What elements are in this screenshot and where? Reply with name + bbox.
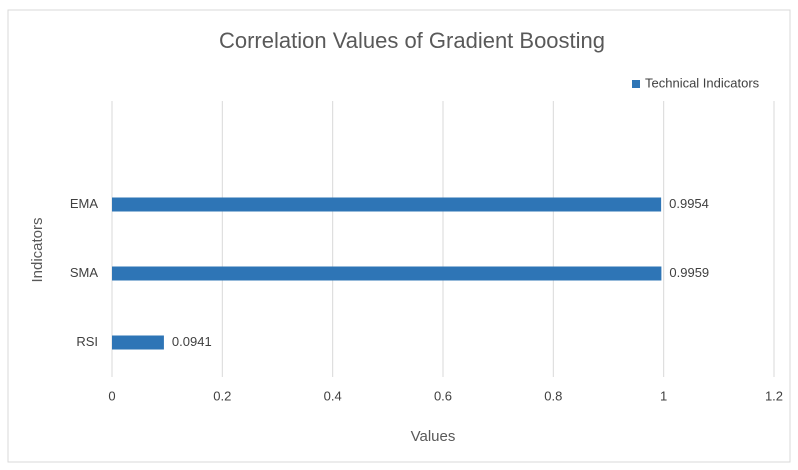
x-tick-label: 1: [660, 388, 667, 403]
data-label: 0.9954: [669, 196, 709, 211]
bar: [112, 197, 662, 212]
y-tick-label: SMA: [70, 265, 99, 280]
bar: [112, 266, 662, 281]
x-tick-label: 0.8: [544, 388, 562, 403]
x-tick-label: 1.2: [765, 388, 783, 403]
y-tick-label: RSI: [76, 334, 98, 349]
y-axis-label: Indicators: [29, 217, 46, 282]
chart-border: [7, 9, 791, 463]
data-label: 0.9959: [669, 265, 709, 280]
legend-swatch: [632, 80, 640, 88]
data-label: 0.0941: [172, 334, 212, 349]
bar: [112, 335, 164, 350]
x-tick-label: 0.6: [434, 388, 452, 403]
x-tick-label: 0.2: [213, 388, 231, 403]
chart-title: Correlation Values of Gradient Boosting: [219, 28, 605, 53]
x-axis-label: Values: [411, 428, 456, 445]
x-tick-label: 0: [108, 388, 115, 403]
x-tick-label: 0.4: [324, 388, 342, 403]
legend-label: Technical Indicators: [645, 75, 760, 90]
y-tick-label: EMA: [70, 196, 99, 211]
